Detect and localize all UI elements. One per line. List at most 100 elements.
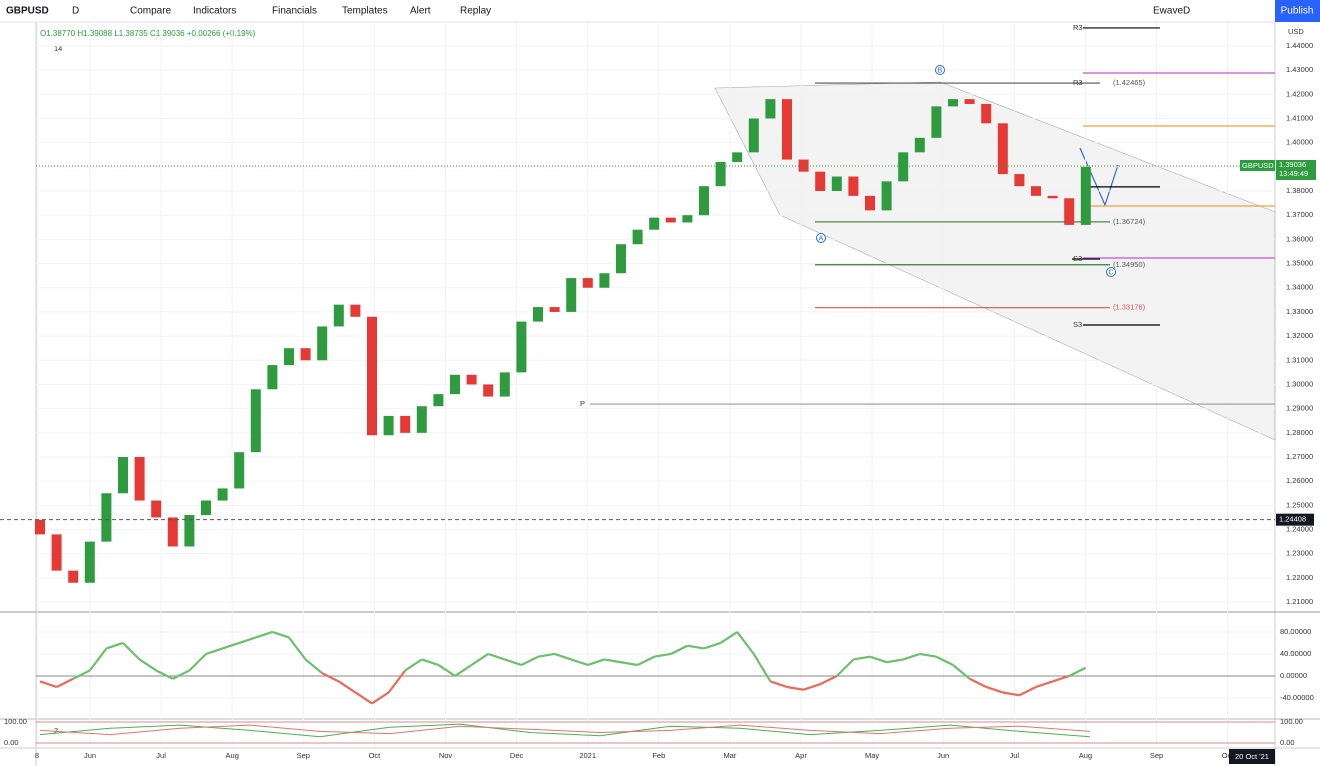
- publish-button[interactable]: [1275, 0, 1320, 22]
- osc-segment: [321, 672, 340, 683]
- candle: [848, 176, 859, 196]
- candle: [1031, 186, 1041, 196]
- x-tick-label: Jun: [937, 751, 949, 760]
- candle: [284, 348, 294, 366]
- toolbar-button[interactable]: Indicators: [193, 6, 236, 17]
- lower-line: [39, 724, 1091, 736]
- layout-name[interactable]: EwaveD: [1153, 6, 1190, 17]
- candle: [1080, 166, 1091, 225]
- osc-tick-label: 80.00000: [1280, 627, 1311, 636]
- osc-segment: [304, 658, 323, 675]
- y-tick-label: 1.44000: [1286, 41, 1313, 50]
- candle: [815, 171, 826, 192]
- y-tick-label: 1.42000: [1286, 89, 1313, 98]
- lower-line: [39, 723, 1091, 738]
- lower-tick-label: 0.00: [1280, 738, 1295, 747]
- osc-segment: [570, 658, 589, 667]
- candle: [931, 106, 942, 138]
- x-tick-label: Oct: [1222, 751, 1235, 760]
- candle: [549, 307, 560, 312]
- candle: [798, 159, 809, 172]
- candle: [616, 244, 626, 274]
- candle: [765, 99, 776, 119]
- osc-segment: [504, 658, 522, 667]
- y-tick-label: 1.29000: [1286, 404, 1313, 413]
- wave-label: B: [938, 67, 943, 74]
- osc-segment: [969, 677, 987, 688]
- level-value: (1.34950): [1113, 260, 1146, 269]
- candle: [167, 517, 178, 547]
- y-tick-label: 1.25000: [1286, 500, 1313, 509]
- currency: USD: [1288, 27, 1304, 36]
- toolbar-button[interactable]: Compare: [130, 6, 172, 17]
- candle: [516, 321, 527, 373]
- candle: [68, 570, 79, 583]
- candle: [782, 99, 792, 160]
- osc-segment: [752, 653, 772, 683]
- osc-segment: [72, 669, 91, 680]
- x-tick-label: Jul: [1010, 751, 1020, 760]
- candle: [582, 278, 593, 288]
- y-tick-label: 1.36000: [1286, 234, 1313, 243]
- toolbar-button[interactable]: Templates: [342, 6, 388, 17]
- candle: [865, 195, 875, 211]
- price-tag: [1276, 159, 1316, 180]
- candle: [748, 118, 759, 153]
- toolbar-button[interactable]: Alert: [410, 6, 431, 17]
- price-tag-label: 1.39036: [1279, 160, 1306, 169]
- y-tick-label: 1.23000: [1286, 549, 1313, 558]
- toolbar-button[interactable]: Financials: [272, 6, 317, 17]
- y-tick-label: 1.37000: [1286, 210, 1313, 219]
- osc-segment: [952, 664, 971, 680]
- candle: [217, 488, 228, 501]
- osc-segment: [637, 655, 655, 666]
- osc-segment: [272, 630, 290, 639]
- candle: [400, 415, 411, 433]
- ohlc: O1.38770 H1.39088 L1.38735 C1.39036 +0.0…: [40, 29, 256, 38]
- candle: [649, 217, 660, 230]
- osc-segment: [554, 652, 572, 661]
- y-tick-label: 1.24000: [1286, 525, 1313, 534]
- candle: [732, 152, 743, 163]
- x-tick-label: Aug: [226, 751, 239, 760]
- osc-segment: [454, 664, 473, 677]
- osc-segment: [1052, 674, 1070, 683]
- osc-segment: [371, 691, 390, 705]
- x-tick-label: Mar: [723, 751, 736, 760]
- candle: [333, 304, 344, 327]
- level-value: (1.42465): [1113, 78, 1146, 87]
- osc-segment: [719, 631, 738, 644]
- symbol[interactable]: GBPUSD: [6, 6, 49, 17]
- y-tick-label: 1.26000: [1286, 476, 1313, 485]
- osc-segment: [1068, 666, 1087, 677]
- candle: [416, 406, 427, 433]
- osc-segment: [421, 658, 439, 667]
- date-box: [1229, 749, 1275, 764]
- osc-segment: [620, 661, 638, 667]
- wave-marker: [935, 65, 945, 75]
- level-name: P: [580, 399, 585, 408]
- ohlc-value: +0.00266 (+0.19%): [187, 29, 256, 38]
- symbol-tag-label: GBPUSD: [1242, 161, 1274, 170]
- candle: [881, 181, 892, 211]
- osc-segment: [155, 669, 174, 680]
- osc-segment: [919, 652, 937, 658]
- osc-segment: [736, 631, 755, 655]
- level-name: R3: [1073, 78, 1083, 87]
- publish-label[interactable]: Publish: [1281, 6, 1314, 17]
- wave-marker: [1106, 267, 1116, 277]
- candle: [566, 278, 577, 312]
- lower-tick-label-left: 0.00: [4, 738, 19, 747]
- candle: [101, 493, 112, 542]
- countdown: 13:49:49: [1279, 169, 1308, 178]
- lower-tick-label-left: 100.00: [4, 717, 27, 726]
- candle: [1064, 198, 1075, 225]
- candle: [898, 152, 909, 182]
- x-tick-label: Sep: [297, 751, 310, 760]
- osc-segment: [654, 652, 671, 658]
- candle: [1014, 174, 1025, 187]
- interval[interactable]: D: [72, 6, 79, 17]
- toolbar-button[interactable]: Replay: [460, 6, 491, 17]
- candle: [300, 348, 311, 361]
- osc-segment: [853, 655, 871, 661]
